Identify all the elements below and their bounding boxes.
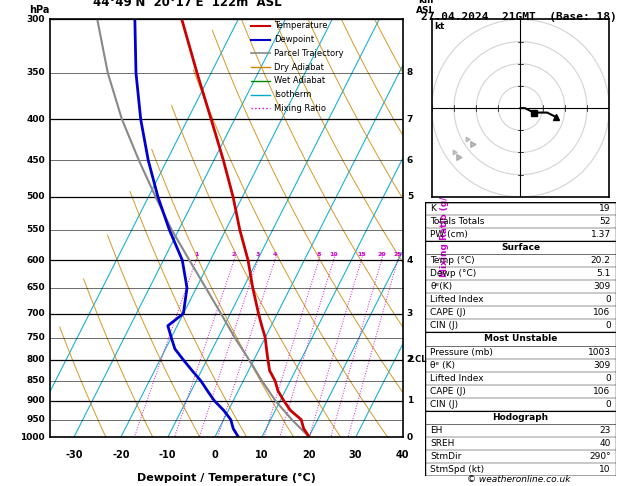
Text: 850: 850 — [26, 377, 45, 385]
Text: Temperature: Temperature — [274, 21, 328, 30]
Text: 7: 7 — [407, 115, 413, 124]
Text: 30: 30 — [349, 450, 362, 460]
Text: 8: 8 — [316, 252, 321, 257]
Text: Parcel Trajectory: Parcel Trajectory — [274, 49, 343, 58]
Text: Lifted Index: Lifted Index — [430, 374, 484, 382]
Text: 40: 40 — [396, 450, 409, 460]
Text: 0: 0 — [605, 400, 611, 409]
Text: 309: 309 — [593, 361, 611, 370]
Text: Pressure (mb): Pressure (mb) — [430, 347, 493, 357]
Text: SREH: SREH — [430, 439, 455, 448]
Text: CAPE (J): CAPE (J) — [430, 387, 466, 396]
Text: 309: 309 — [593, 282, 611, 291]
Text: 1: 1 — [194, 252, 198, 257]
Text: 106: 106 — [593, 308, 611, 317]
Text: 2: 2 — [232, 252, 237, 257]
Text: Isotherm: Isotherm — [274, 90, 311, 99]
Text: Temp (°C): Temp (°C) — [430, 256, 475, 265]
Text: EH: EH — [430, 426, 443, 435]
Text: 800: 800 — [26, 355, 45, 364]
Text: 0: 0 — [605, 374, 611, 382]
Text: 2.CL: 2.CL — [407, 355, 427, 364]
Text: hPa: hPa — [29, 5, 50, 15]
Text: 10: 10 — [330, 252, 338, 257]
Text: 400: 400 — [26, 115, 45, 124]
Text: 2: 2 — [407, 355, 413, 364]
Text: 290°: 290° — [589, 452, 611, 461]
Text: Dewp (°C): Dewp (°C) — [430, 269, 477, 278]
Text: Surface: Surface — [501, 243, 540, 252]
Text: 19: 19 — [599, 204, 611, 213]
Text: -20: -20 — [112, 450, 130, 460]
Text: 23: 23 — [599, 426, 611, 435]
Text: 20.2: 20.2 — [591, 256, 611, 265]
Text: 0: 0 — [407, 433, 413, 442]
Text: Dewpoint: Dewpoint — [274, 35, 314, 44]
Text: Wet Adiabat: Wet Adiabat — [274, 76, 325, 86]
Text: 650: 650 — [26, 283, 45, 293]
Text: -30: -30 — [65, 450, 82, 460]
Text: Mixing Ratio (g/kg): Mixing Ratio (g/kg) — [440, 180, 449, 277]
Text: km
ASL: km ASL — [416, 0, 435, 15]
Text: CIN (J): CIN (J) — [430, 321, 459, 330]
Text: θᵉ(K): θᵉ(K) — [430, 282, 452, 291]
Text: © weatheronline.co.uk: © weatheronline.co.uk — [467, 474, 571, 484]
Text: 20: 20 — [302, 450, 315, 460]
Text: 300: 300 — [26, 15, 45, 24]
Text: 20: 20 — [377, 252, 386, 257]
Text: 950: 950 — [26, 415, 45, 424]
Text: 750: 750 — [26, 333, 45, 342]
Text: 500: 500 — [26, 192, 45, 201]
Text: 8: 8 — [407, 69, 413, 77]
Text: Mixing Ratio: Mixing Ratio — [274, 104, 326, 113]
Text: 4: 4 — [407, 256, 413, 264]
Text: 0: 0 — [605, 295, 611, 304]
Text: 1000: 1000 — [20, 433, 45, 442]
Text: StmSpd (kt): StmSpd (kt) — [430, 465, 484, 474]
Text: 5.1: 5.1 — [596, 269, 611, 278]
Text: CAPE (J): CAPE (J) — [430, 308, 466, 317]
Text: 700: 700 — [26, 309, 45, 318]
Text: Hodograph: Hodograph — [493, 413, 548, 422]
Text: 10: 10 — [599, 465, 611, 474]
Text: 0: 0 — [605, 321, 611, 330]
Text: 15: 15 — [357, 252, 365, 257]
Text: 5: 5 — [407, 192, 413, 201]
Text: 52: 52 — [599, 217, 611, 226]
Text: kt: kt — [434, 22, 445, 31]
Text: 27.04.2024  21GMT  (Base: 18): 27.04.2024 21GMT (Base: 18) — [421, 12, 617, 22]
Text: -10: -10 — [159, 450, 177, 460]
Text: 3: 3 — [407, 309, 413, 318]
Text: θᵉ (K): θᵉ (K) — [430, 361, 455, 370]
Text: 1003: 1003 — [587, 347, 611, 357]
Text: 106: 106 — [593, 387, 611, 396]
Text: CIN (J): CIN (J) — [430, 400, 459, 409]
Text: 10: 10 — [255, 450, 269, 460]
Text: 40: 40 — [599, 439, 611, 448]
Text: 1: 1 — [407, 396, 413, 405]
Text: 0: 0 — [211, 450, 218, 460]
Text: 44°49'N  20°17'E  122m  ASL: 44°49'N 20°17'E 122m ASL — [92, 0, 281, 9]
Text: 550: 550 — [26, 226, 45, 234]
Text: Most Unstable: Most Unstable — [484, 334, 557, 344]
Text: 900: 900 — [26, 396, 45, 405]
Text: Lifted Index: Lifted Index — [430, 295, 484, 304]
Text: 25: 25 — [393, 252, 402, 257]
Text: 6: 6 — [407, 156, 413, 165]
Text: 4: 4 — [273, 252, 277, 257]
Text: Dewpoint / Temperature (°C): Dewpoint / Temperature (°C) — [137, 473, 316, 483]
Text: K: K — [430, 204, 436, 213]
Text: StmDir: StmDir — [430, 452, 462, 461]
Text: 600: 600 — [26, 256, 45, 264]
Text: 450: 450 — [26, 156, 45, 165]
Text: 350: 350 — [26, 69, 45, 77]
Text: 1.37: 1.37 — [591, 230, 611, 239]
Text: PW (cm): PW (cm) — [430, 230, 468, 239]
Text: Dry Adiabat: Dry Adiabat — [274, 63, 324, 71]
Text: 3: 3 — [255, 252, 260, 257]
Text: Totals Totals: Totals Totals — [430, 217, 485, 226]
